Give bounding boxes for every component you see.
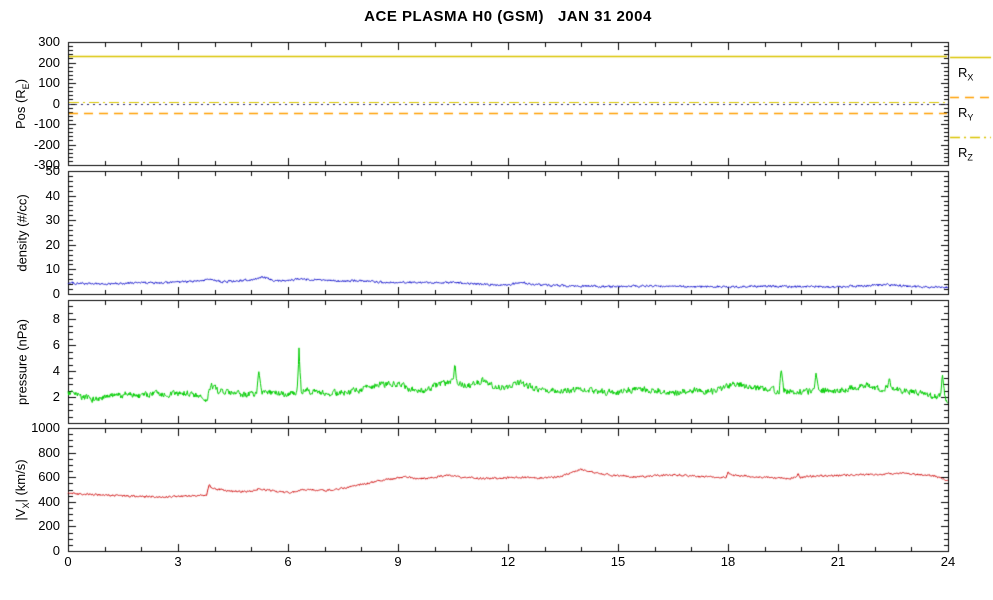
chart-title: ACE PLASMA H0 (GSM) JAN 31 2004 [364, 8, 652, 25]
